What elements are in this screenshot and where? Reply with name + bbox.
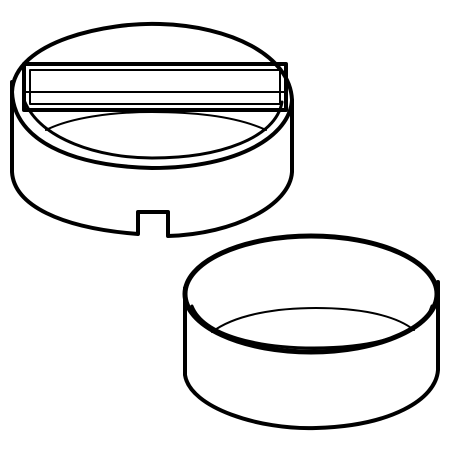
cap-body-outline <box>10 80 294 238</box>
cap-top-rim <box>10 21 294 170</box>
ring-body-outline <box>183 280 440 431</box>
ring-part <box>182 233 440 431</box>
cap-inner-floor <box>45 111 267 131</box>
cap-crossbar <box>22 62 288 112</box>
ring-inner-rim <box>190 304 434 350</box>
ring-inner-back <box>211 307 415 333</box>
ring-top-rim <box>182 233 440 355</box>
cap-inner-rim <box>22 98 284 160</box>
cap-part <box>10 21 294 238</box>
cap-crossbar-inner <box>29 69 281 105</box>
